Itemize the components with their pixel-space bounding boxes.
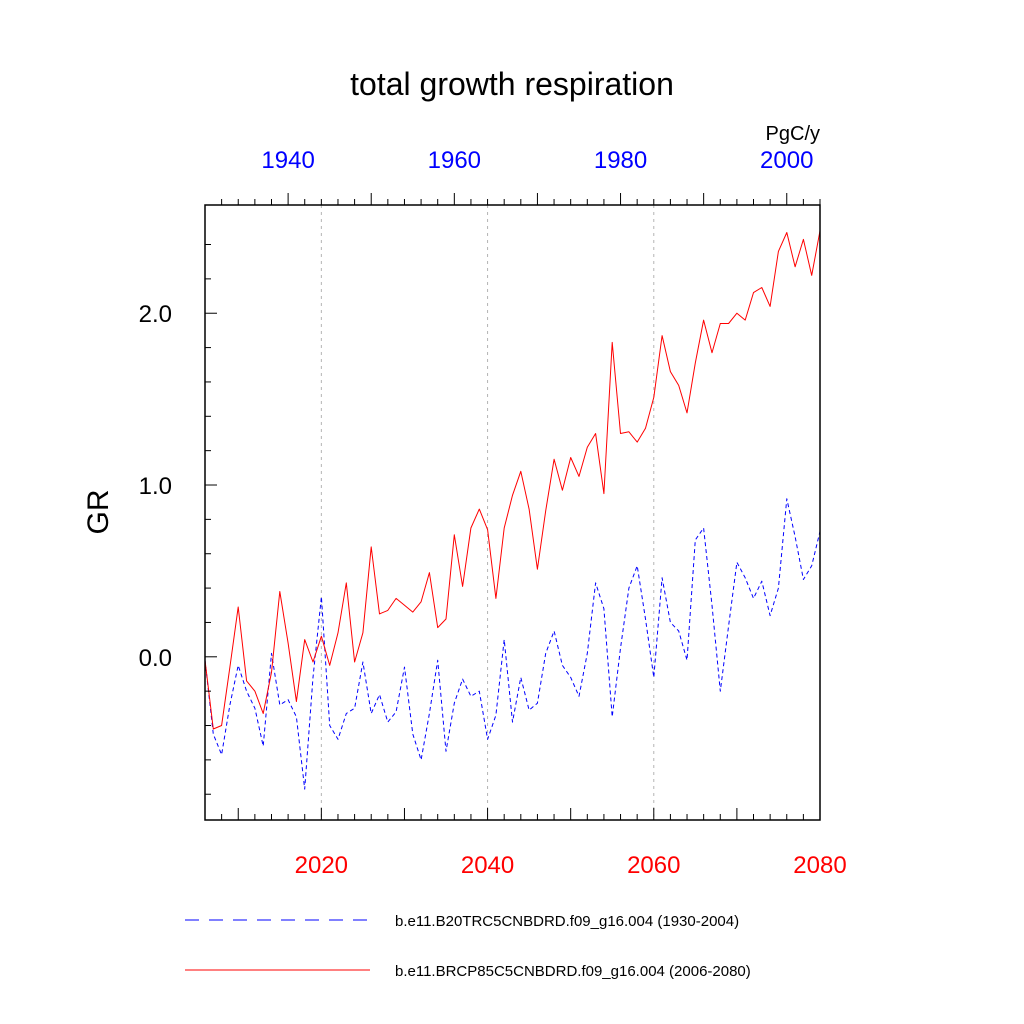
units-label: PgC/y [766, 123, 820, 145]
bottom-tick-label-2060: 2060 [627, 852, 680, 879]
bottom-tick-label-2040: 2040 [461, 852, 514, 879]
bottom-tick-label-2020: 2020 [295, 852, 348, 879]
y-axis-label: GR [82, 490, 115, 535]
tick-layer: 2020 2040 2060 2080 1940 1960 1980 2000 0.0 1.0 2.… [139, 147, 847, 879]
top-tick-label-1960: 1960 [428, 147, 481, 174]
top-tick-label-1940: 1940 [261, 147, 314, 174]
top-tick-label-2000: 2000 [760, 147, 813, 174]
y-tick-label-1.0: 1.0 [139, 473, 172, 500]
series-line-rcp85 [204, 230, 821, 730]
legend: b.e11.B20TRC5CNBDRD.f09_g16.004 (1930-20… [185, 913, 751, 980]
legend-label-historical: b.e11.B20TRC5CNBDRD.f09_g16.004 (1930-20… [395, 913, 739, 930]
top-tick-label-1980: 1980 [594, 147, 647, 174]
bottom-tick-label-2080: 2080 [793, 852, 846, 879]
legend-label-rcp85: b.e11.BRCP85C5CNBDRD.f09_g16.004 (2006-2… [395, 963, 751, 980]
series-line-historical [204, 498, 821, 790]
y-tick-label-0.0: 0.0 [139, 645, 172, 672]
grid-layer [320, 205, 655, 820]
series-layer [204, 230, 821, 790]
plot-frame [204, 204, 821, 821]
y-tick-label-2.0: 2.0 [139, 301, 172, 328]
chart-title: total growth respiration [350, 66, 674, 102]
